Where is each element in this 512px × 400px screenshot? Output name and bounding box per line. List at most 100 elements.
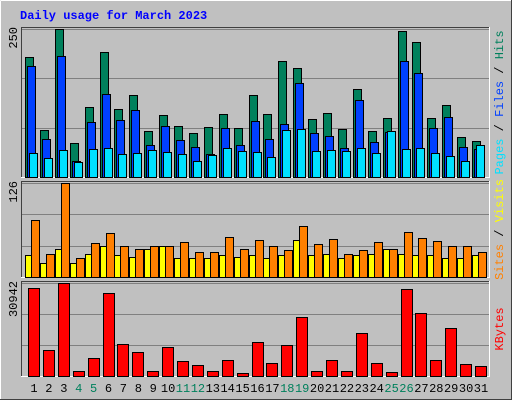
bar	[342, 151, 351, 178]
bar	[284, 250, 293, 278]
bar	[433, 241, 442, 278]
legend-entry: Sites	[493, 244, 507, 280]
bar	[163, 152, 172, 178]
bar	[326, 360, 338, 377]
bar	[59, 150, 68, 178]
bar	[253, 152, 262, 178]
y-tick-label: 250	[7, 27, 21, 49]
bar	[73, 371, 85, 377]
bar	[308, 255, 315, 278]
bar	[359, 250, 368, 278]
bar	[448, 246, 457, 278]
bar	[225, 237, 234, 278]
bar	[178, 154, 187, 178]
bar	[195, 252, 204, 278]
bar	[412, 255, 419, 278]
bar	[237, 373, 249, 377]
bar	[266, 363, 278, 377]
x-tick-label: 24	[369, 382, 383, 396]
x-tick-label: 7	[120, 382, 127, 396]
x-tick-label: 10	[161, 382, 175, 396]
bar	[460, 364, 472, 377]
bar	[120, 246, 129, 278]
x-tick-label: 9	[150, 382, 157, 396]
bar	[297, 129, 306, 178]
x-tick-label: 31	[474, 382, 488, 396]
legend-separator: /	[493, 59, 507, 81]
x-tick-label: 26	[399, 382, 413, 396]
x-tick-label: 23	[355, 382, 369, 396]
bar	[445, 328, 457, 377]
bar	[144, 249, 151, 278]
bar	[55, 249, 62, 278]
bar	[40, 263, 47, 278]
x-tick-label: 12	[191, 382, 205, 396]
bar	[299, 226, 308, 278]
x-tick-label: 14	[220, 382, 234, 396]
bar	[174, 258, 181, 278]
bar	[314, 244, 323, 278]
bar	[371, 363, 383, 377]
bar	[252, 342, 264, 377]
bar	[267, 157, 276, 178]
x-tick-label: 21	[325, 382, 339, 396]
bar	[91, 243, 100, 278]
bar	[177, 361, 189, 377]
bar	[463, 246, 472, 278]
bar	[430, 360, 442, 377]
bar	[117, 344, 129, 377]
bar	[457, 258, 464, 278]
bar	[44, 158, 53, 178]
bar	[282, 130, 291, 178]
bar	[398, 254, 405, 278]
bar	[329, 239, 338, 278]
y-tick-label: 126	[7, 181, 21, 203]
legend-separator: /	[493, 117, 507, 139]
bar	[338, 258, 345, 278]
bar	[389, 249, 398, 278]
x-tick-label: 2	[45, 382, 52, 396]
bar	[442, 258, 449, 278]
bar	[293, 240, 300, 278]
x-tick-label: 8	[135, 382, 142, 396]
bar	[327, 150, 336, 178]
bar	[106, 233, 115, 278]
bar	[70, 263, 77, 278]
bar	[192, 365, 204, 377]
bar	[312, 151, 321, 178]
bar	[219, 255, 226, 278]
x-tick-label: 20	[310, 382, 324, 396]
x-tick-label: 25	[384, 382, 398, 396]
legend-entry: KBytes	[493, 307, 507, 350]
bar	[103, 293, 115, 377]
bar	[323, 254, 330, 278]
bar	[278, 255, 285, 278]
chart-title: Daily usage for March 2023	[20, 9, 207, 23]
bar	[43, 350, 55, 377]
x-tick-label: 30	[459, 382, 473, 396]
bar	[404, 232, 413, 278]
x-tick-label: 27	[414, 382, 428, 396]
bar	[357, 148, 366, 178]
bar	[341, 371, 353, 377]
bar	[387, 131, 396, 178]
legend: Sites / Visits	[493, 179, 507, 280]
bar	[418, 238, 427, 278]
bar	[356, 333, 368, 377]
bar	[133, 153, 142, 178]
bar	[475, 366, 487, 377]
bar	[204, 258, 211, 278]
bar	[249, 255, 256, 278]
bar	[234, 257, 241, 278]
bar	[89, 149, 98, 178]
bar	[74, 162, 83, 178]
bar	[372, 153, 381, 178]
bar	[29, 153, 38, 178]
bar	[210, 252, 219, 278]
legend-separator: /	[493, 222, 507, 244]
legend-entry: Hits	[493, 30, 507, 59]
bar	[61, 183, 70, 278]
bar	[58, 283, 70, 377]
